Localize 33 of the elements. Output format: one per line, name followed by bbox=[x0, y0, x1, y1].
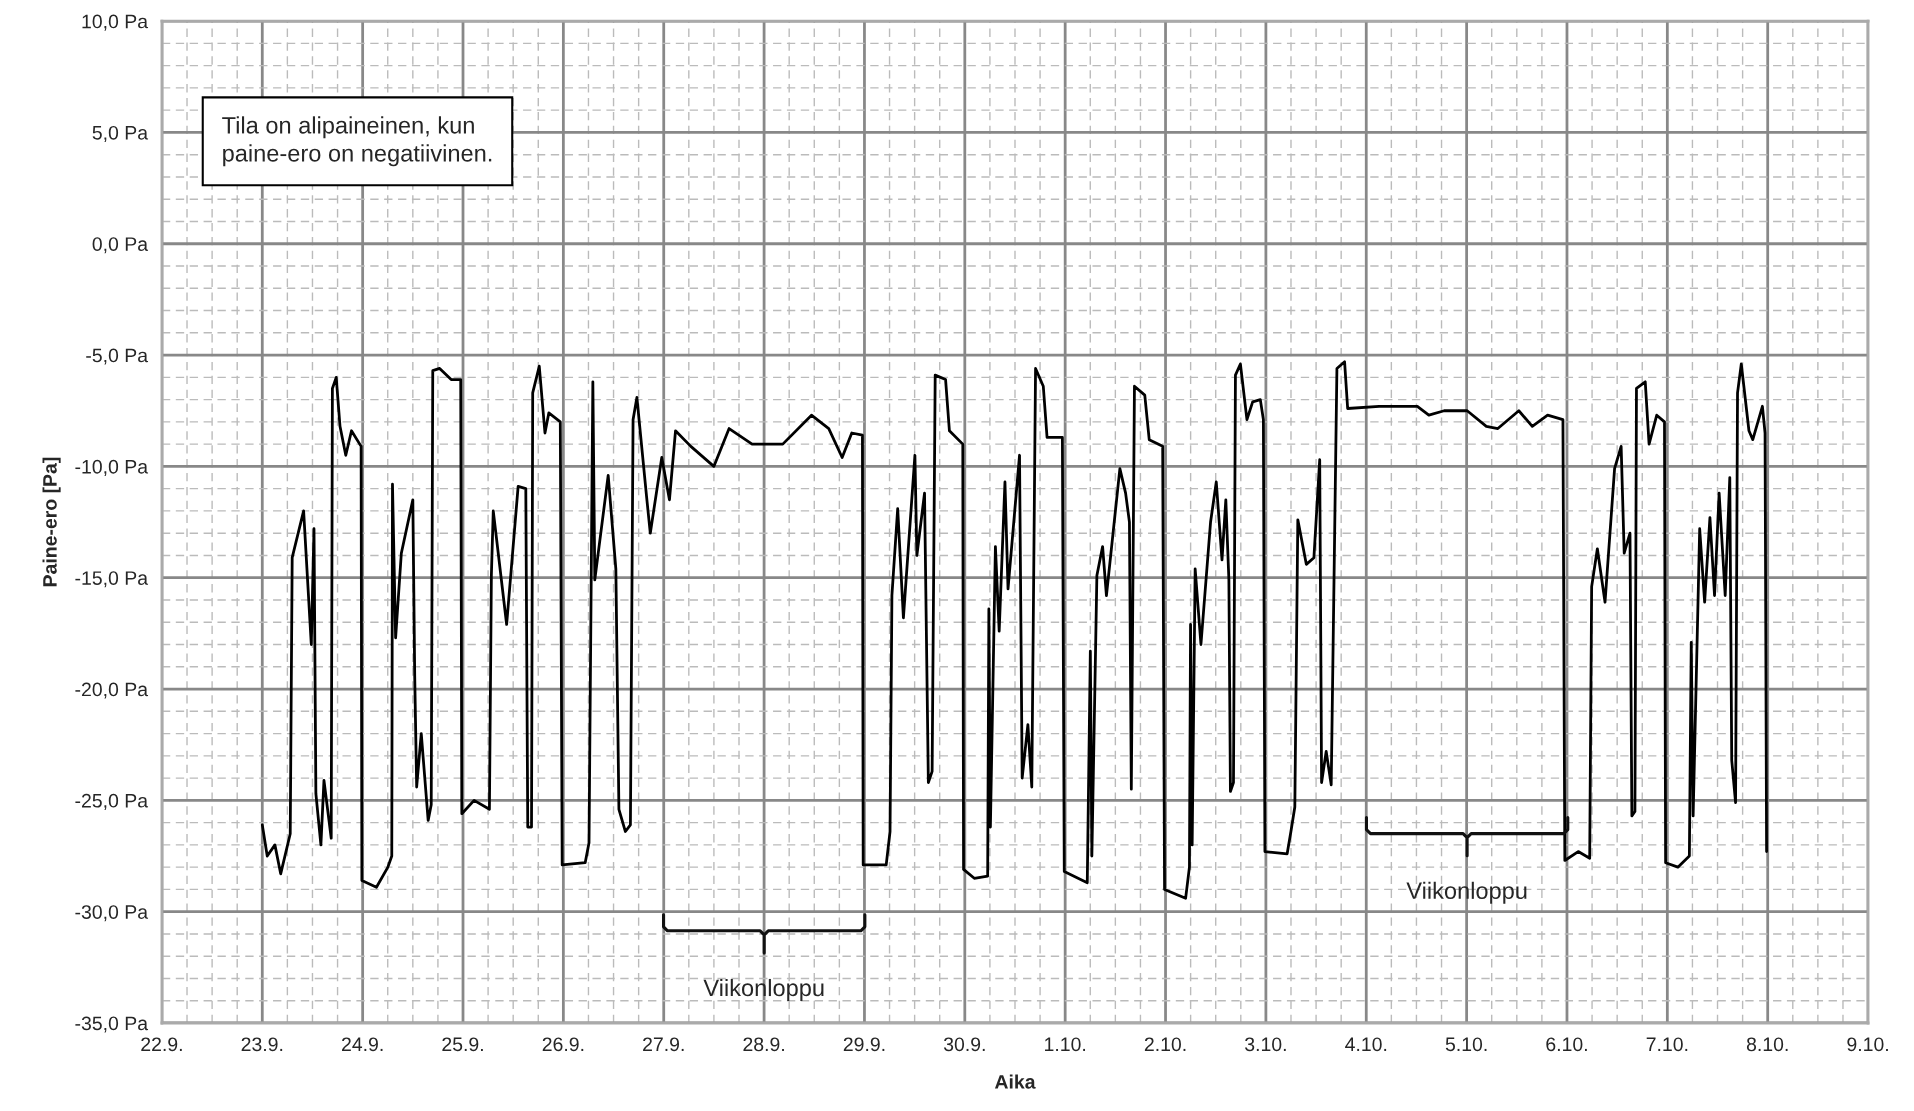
x-tick-label: 4.10. bbox=[1345, 1037, 1387, 1052]
x-tick-label: 30.9. bbox=[943, 1037, 985, 1052]
annotation: Viikonloppu bbox=[703, 978, 824, 1001]
y-tick-label: -35,0 Pa bbox=[75, 1016, 149, 1033]
annotation: Tila on alipaineinen, kun paine-ero on negatiivinen. bbox=[222, 116, 492, 167]
x-tick-label: 22.9. bbox=[141, 1037, 182, 1052]
x-tick-label: 28.9. bbox=[743, 1037, 784, 1052]
y-tick-label: -15,0 Pa bbox=[75, 571, 149, 588]
y-tick-label: -5,0 Pa bbox=[86, 348, 149, 365]
y-tick-label: -30,0 Pa bbox=[75, 905, 149, 922]
x-tick-label: 6.10. bbox=[1546, 1037, 1587, 1052]
y-tick-label: -10,0 Pa bbox=[75, 459, 149, 476]
x-tick-label: 7.10. bbox=[1646, 1037, 1688, 1052]
x-tick-label: 2.10. bbox=[1144, 1037, 1186, 1052]
x-tick-label: 23.9. bbox=[241, 1037, 283, 1052]
x-tick-label: 5.10. bbox=[1445, 1037, 1487, 1052]
x-tick-label: 24.9. bbox=[342, 1037, 383, 1052]
x-tick-label: 1.10. bbox=[1045, 1037, 1086, 1052]
y-tick-label: -25,0 Pa bbox=[75, 793, 149, 810]
x-axis-title: Aika bbox=[994, 1074, 1036, 1089]
x-tick-label: 3.10. bbox=[1245, 1037, 1286, 1052]
y-tick-label: -20,0 Pa bbox=[75, 682, 149, 699]
y-tick-label: 0,0 Pa bbox=[92, 237, 149, 254]
annotation: Viikonloppu bbox=[1406, 881, 1527, 904]
y-tick-label: 5,0 Pa bbox=[92, 125, 149, 142]
y-tick-label: 10,0 Pa bbox=[82, 14, 149, 31]
x-tick-label: 25.9. bbox=[442, 1037, 483, 1052]
x-tick-label: 27.9. bbox=[643, 1037, 684, 1052]
x-tick-label: 9.10. bbox=[1847, 1037, 1888, 1052]
x-tick-label: 26.9. bbox=[542, 1037, 584, 1052]
x-tick-label: 29.9. bbox=[843, 1037, 885, 1052]
y-axis-title: Paine-ero [Pa] bbox=[42, 457, 61, 587]
x-tick-label: 8.10. bbox=[1746, 1037, 1788, 1052]
